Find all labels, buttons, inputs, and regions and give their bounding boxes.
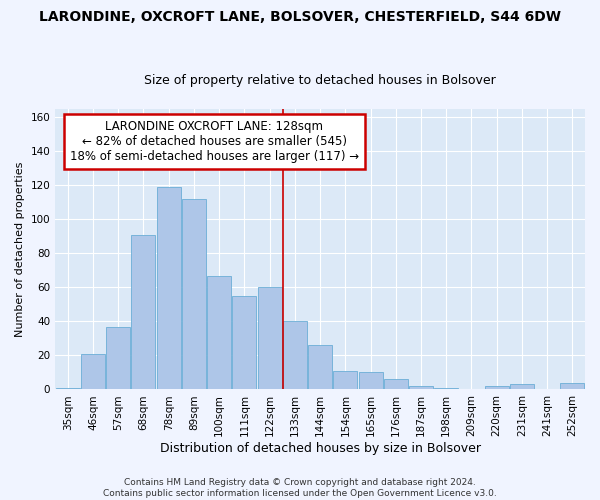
Bar: [257, 288, 281, 390]
Bar: [182, 199, 206, 390]
Bar: [560, 382, 584, 390]
Bar: [207, 276, 231, 390]
Bar: [56, 388, 80, 390]
Bar: [384, 380, 408, 390]
Title: Size of property relative to detached houses in Bolsover: Size of property relative to detached ho…: [144, 74, 496, 87]
Bar: [106, 326, 130, 390]
Bar: [131, 235, 155, 390]
Bar: [409, 386, 433, 390]
Bar: [510, 384, 534, 390]
Y-axis label: Number of detached properties: Number of detached properties: [15, 162, 25, 337]
Bar: [359, 372, 383, 390]
Bar: [434, 388, 458, 390]
Bar: [232, 296, 256, 390]
X-axis label: Distribution of detached houses by size in Bolsover: Distribution of detached houses by size …: [160, 442, 481, 455]
Text: LARONDINE, OXCROFT LANE, BOLSOVER, CHESTERFIELD, S44 6DW: LARONDINE, OXCROFT LANE, BOLSOVER, CHEST…: [39, 10, 561, 24]
Bar: [81, 354, 105, 390]
Bar: [157, 187, 181, 390]
Text: Contains HM Land Registry data © Crown copyright and database right 2024.
Contai: Contains HM Land Registry data © Crown c…: [103, 478, 497, 498]
Bar: [283, 322, 307, 390]
Text: LARONDINE OXCROFT LANE: 128sqm
← 82% of detached houses are smaller (545)
18% of: LARONDINE OXCROFT LANE: 128sqm ← 82% of …: [70, 120, 359, 163]
Bar: [334, 371, 357, 390]
Bar: [308, 346, 332, 390]
Bar: [485, 386, 509, 390]
